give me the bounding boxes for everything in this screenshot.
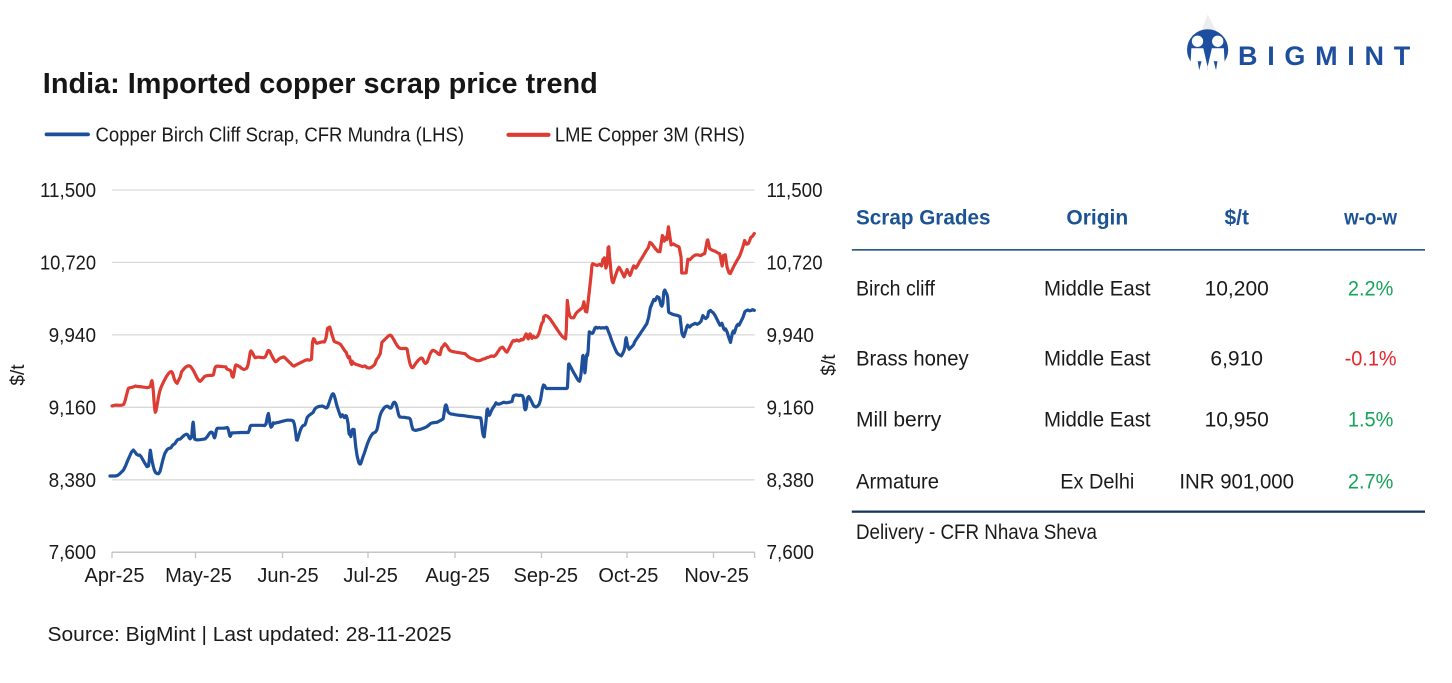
svg-text:Aug-25: Aug-25 (425, 565, 490, 587)
svg-text:7,600: 7,600 (767, 542, 814, 564)
svg-text:1.5%: 1.5% (1348, 408, 1394, 431)
svg-text:Copper Birch Cliff Scrap, CFR: Copper Birch Cliff Scrap, CFR Mundra (LH… (96, 125, 465, 147)
svg-text:$/t: $/t (1224, 207, 1249, 230)
svg-text:Scrap Grades: Scrap Grades (856, 207, 991, 230)
svg-text:Birch cliff: Birch cliff (856, 277, 935, 300)
svg-text:8,380: 8,380 (767, 470, 814, 492)
svg-text:2.7%: 2.7% (1348, 470, 1394, 493)
svg-text:Source: BigMint | Last updated: Source: BigMint | Last updated: 28-11-20… (48, 624, 452, 646)
svg-text:Nov-25: Nov-25 (684, 565, 748, 587)
svg-text:Delivery - CFR Nhava Sheva: Delivery - CFR Nhava Sheva (856, 521, 1097, 544)
svg-text:6,910: 6,910 (1210, 348, 1263, 371)
svg-text:Jun-25: Jun-25 (257, 565, 318, 587)
svg-text:INR 901,000: INR 901,000 (1179, 470, 1294, 493)
svg-text:9,160: 9,160 (49, 397, 96, 419)
svg-text:10,950: 10,950 (1205, 408, 1269, 431)
svg-text:2.2%: 2.2% (1348, 277, 1394, 300)
svg-text:BIGMINT: BIGMINT (1238, 41, 1420, 71)
svg-text:May-25: May-25 (165, 565, 232, 587)
svg-text:Armature: Armature (856, 470, 939, 493)
svg-text:Sep-25: Sep-25 (514, 565, 579, 587)
svg-text:11,500: 11,500 (40, 180, 96, 202)
svg-text:w-o-w: w-o-w (1343, 207, 1397, 230)
svg-text:10,200: 10,200 (1205, 277, 1269, 300)
svg-text:Ex Delhi: Ex Delhi (1060, 470, 1134, 493)
svg-text:Brass honey: Brass honey (856, 348, 969, 371)
svg-text:Middle East: Middle East (1044, 348, 1151, 371)
svg-text:8,380: 8,380 (49, 470, 96, 492)
svg-text:Origin: Origin (1066, 207, 1128, 230)
svg-text:9,940: 9,940 (49, 325, 96, 347)
svg-text:$/t: $/t (8, 364, 29, 386)
svg-text:Middle East: Middle East (1044, 277, 1151, 300)
svg-text:$/t: $/t (819, 354, 840, 376)
svg-text:7,600: 7,600 (49, 542, 96, 564)
svg-text:9,160: 9,160 (767, 397, 814, 419)
svg-text:Mill berry: Mill berry (856, 408, 942, 431)
svg-text:Oct-25: Oct-25 (598, 565, 658, 587)
svg-text:Apr-25: Apr-25 (84, 565, 144, 587)
svg-text:10,720: 10,720 (40, 252, 96, 274)
svg-text:LME Copper 3M (RHS): LME Copper 3M (RHS) (555, 125, 745, 147)
svg-text:10,720: 10,720 (767, 252, 823, 274)
svg-text:9,940: 9,940 (767, 325, 814, 347)
svg-text:-0.1%: -0.1% (1345, 348, 1397, 371)
svg-text:India: Imported copper scrap p: India: Imported copper scrap price trend (43, 68, 598, 100)
svg-text:Middle East: Middle East (1044, 408, 1151, 431)
svg-text:11,500: 11,500 (767, 180, 823, 202)
svg-text:Jul-25: Jul-25 (343, 565, 397, 587)
